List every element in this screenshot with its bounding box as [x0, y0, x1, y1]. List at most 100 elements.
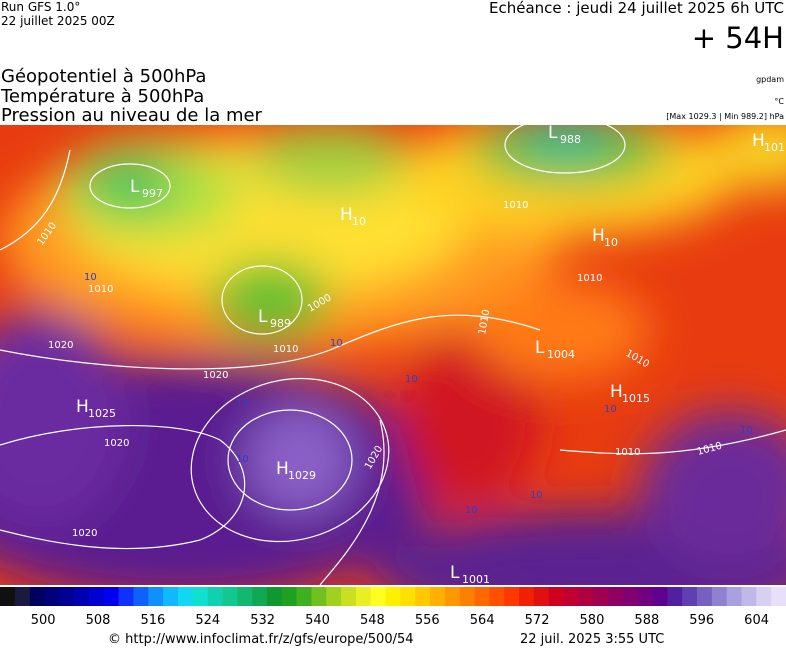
field: Pression au niveau de la mer: [1, 105, 263, 126]
temp-label: 10: [530, 490, 543, 501]
colorbar-label: 580: [580, 613, 605, 628]
temp-label: 10: [604, 404, 617, 415]
colorbar-swatch: [489, 587, 505, 606]
colorbar-label: 508: [86, 613, 111, 628]
colorbar-swatch: [593, 587, 609, 606]
range: [Max 1029.3 | Min 989.2] hPa: [666, 112, 784, 121]
colorbar-label: 604: [744, 613, 769, 628]
center-letter: H: [276, 459, 289, 479]
colorbar-swatch: [222, 587, 238, 606]
field: Température à 500hPa: [0, 86, 204, 107]
temp-label: 10: [740, 425, 753, 436]
colorbar-label: 556: [415, 613, 440, 628]
lead-time: + 54H: [692, 21, 784, 55]
colorbar-label: 596: [689, 613, 714, 628]
colorbar-swatch: [148, 587, 164, 606]
field: Géopotentiel à 500hPa: [1, 66, 206, 87]
colorbar-swatch: [578, 587, 594, 606]
center-value: 101: [764, 141, 785, 154]
colorbar-swatch: [341, 587, 357, 606]
colorbar-swatch: [118, 587, 134, 606]
colorbar-swatch: [652, 587, 668, 606]
center-value: 1025: [88, 407, 116, 420]
center-value: 989: [270, 317, 291, 330]
colorbar-swatch: [0, 587, 16, 606]
center-letter: H: [76, 397, 89, 417]
colorbar-swatch: [266, 587, 283, 606]
temp-label: 10: [236, 398, 249, 409]
center-value: 1001: [462, 573, 490, 586]
colorbar: 500 508 516 524 532 540 548 556 564 572 580 588 596 6…: [0, 587, 786, 628]
isobar-label: 1010: [577, 273, 602, 284]
colorbar-swatch: [29, 587, 45, 606]
colorbar-swatch: [163, 587, 179, 606]
center-letter: H: [752, 131, 765, 151]
unit: °C: [774, 97, 784, 106]
colorbar-swatch: [252, 587, 268, 606]
center-letter: H: [340, 205, 353, 225]
center-letter: L: [535, 338, 545, 358]
colorbar-swatch: [103, 587, 119, 606]
colorbar-swatch: [133, 587, 149, 606]
colorbar-label: 524: [195, 613, 220, 628]
center-letter: L: [548, 123, 558, 143]
colorbar-swatch: [415, 587, 431, 606]
colorbar-swatch: [370, 587, 386, 606]
map: [0, 125, 786, 585]
temp-label: 10: [405, 374, 418, 385]
colorbar-swatch: [756, 587, 772, 606]
colorbar-swatch: [355, 587, 372, 606]
center-value: 1004: [547, 348, 575, 361]
colorbar-label: 572: [525, 613, 550, 628]
colorbar-swatch: [726, 587, 742, 606]
colorbar-swatch: [326, 587, 342, 606]
colorbar-swatch: [637, 587, 653, 606]
colorbar-swatch: [563, 587, 579, 606]
run: Run GFS 1.0°: [1, 0, 80, 14]
colorbar-swatch: [74, 587, 90, 606]
center-value: 10: [352, 215, 366, 228]
colorbar-swatch: [533, 587, 550, 606]
colorbar-swatch: [88, 587, 105, 606]
colorbar-swatch: [697, 587, 713, 606]
center-letter: H: [592, 226, 605, 246]
colorbar-swatch: [504, 587, 520, 606]
center-value: 997: [142, 187, 163, 200]
center-value: 1029: [288, 469, 316, 482]
temp-label: 10: [465, 505, 478, 516]
center-letter: L: [130, 177, 140, 197]
isobar-label: 1020: [104, 438, 129, 449]
center-letter: L: [258, 307, 268, 327]
colorbar-swatch: [771, 587, 786, 606]
isobar-label: 1010: [615, 447, 640, 458]
isobar-label: 1020: [48, 340, 73, 351]
colorbar-swatch: [444, 587, 461, 606]
colorbar-swatch: [177, 587, 194, 606]
colorbar-swatch: [44, 587, 60, 606]
colorbar-swatch: [400, 587, 416, 606]
colorbar-label: 540: [305, 613, 330, 628]
colorbar-swatch: [519, 587, 535, 606]
temp-label: 10: [236, 454, 249, 465]
temp-label: 10: [84, 272, 97, 283]
source: © http://www.infoclimat.fr/z/gfs/europe/…: [108, 632, 414, 647]
center-letter: L: [450, 563, 460, 583]
unit: gpdam: [756, 75, 784, 84]
colorbar-swatch: [741, 587, 757, 606]
colorbar-swatch: [207, 587, 223, 606]
isobar-label: 1020: [203, 370, 228, 381]
colorbar-label: 500: [31, 613, 56, 628]
colorbar-swatch: [711, 587, 727, 606]
colorbar-swatch: [281, 587, 297, 606]
colorbar-label: 548: [360, 613, 385, 628]
run-date: 22 juillet 2025 00Z: [1, 14, 115, 28]
colorbar-swatch: [296, 587, 312, 606]
colorbar-swatch: [608, 587, 624, 606]
isobar-label: 1010: [503, 200, 528, 211]
isobar-label: 1010: [273, 344, 298, 355]
isobars: [0, 125, 786, 585]
isobar-label: 1020: [72, 528, 97, 539]
colorbar-swatch: [548, 587, 564, 606]
center-value: 10: [604, 236, 618, 249]
